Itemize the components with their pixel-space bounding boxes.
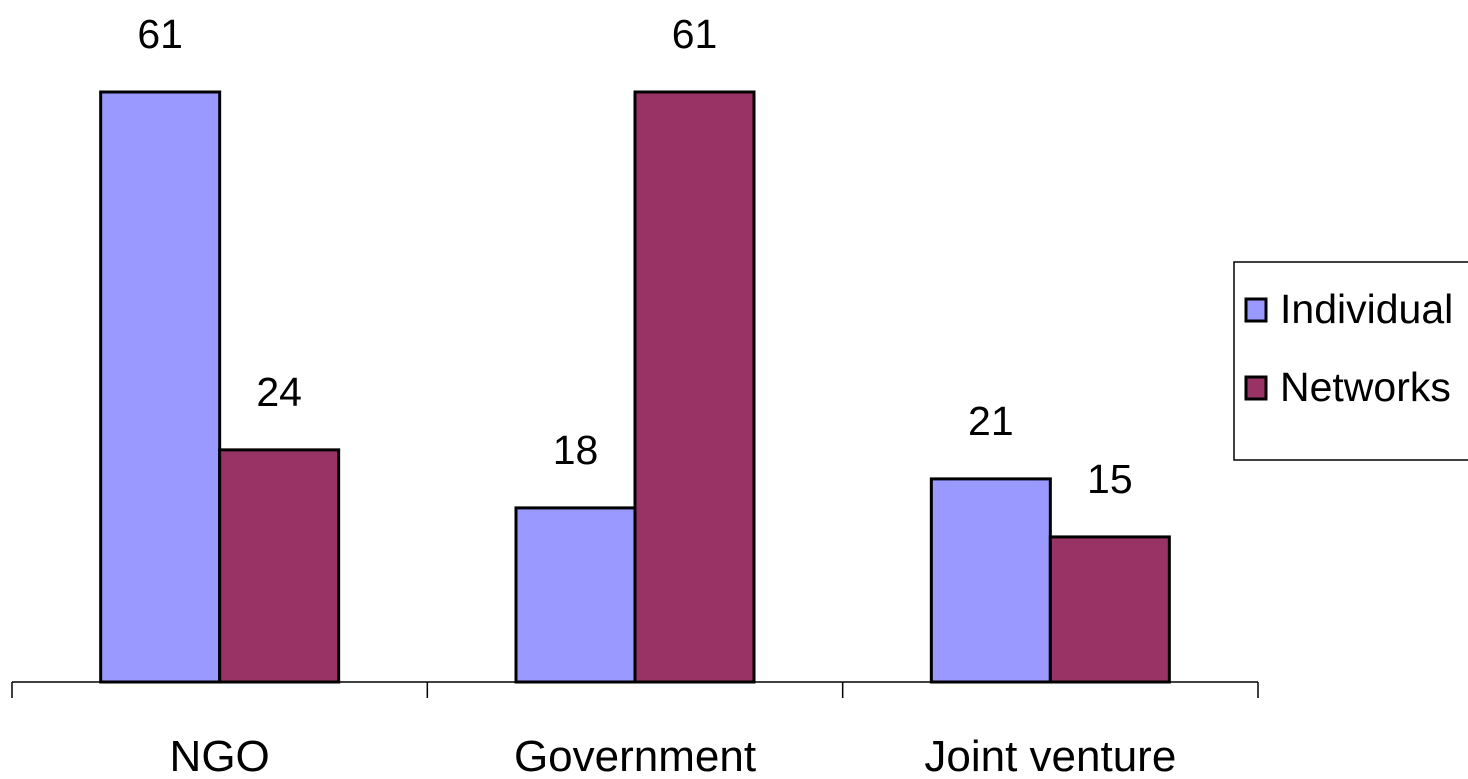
legend-label-individual: Individual [1280,286,1453,332]
value-labels-group: 61 24 18 61 21 15 [137,11,1132,502]
legend: Individual Networks [1233,261,1468,461]
category-labels-group: NGO Government Joint venture [170,732,1177,779]
legend-label-networks: Networks [1280,364,1451,410]
data-label-government-individual: 18 [553,427,599,473]
bar-government-networks [633,90,756,684]
category-label-ngo: NGO [170,732,270,779]
bar-joint-venture-individual [929,477,1052,684]
legend-swatch-individual [1244,297,1268,323]
data-label-ngo-networks: 24 [256,369,302,415]
category-label-government: Government [514,732,756,779]
data-label-government-networks: 61 [672,11,718,57]
bar-joint-venture-networks [1048,535,1171,684]
legend-swatch-networks [1244,375,1268,401]
bar-ngo-networks [218,448,341,684]
data-label-joint-venture-networks: 15 [1087,456,1133,502]
legend-box [1233,261,1468,461]
data-label-ngo-individual: 61 [137,11,183,57]
bar-government-individual [514,506,637,684]
x-axis [11,681,1259,698]
bars-group [99,90,1171,684]
bar-ngo-individual [99,90,222,684]
data-label-joint-venture-individual: 21 [968,398,1014,444]
category-label-joint-venture: Joint venture [924,732,1176,779]
